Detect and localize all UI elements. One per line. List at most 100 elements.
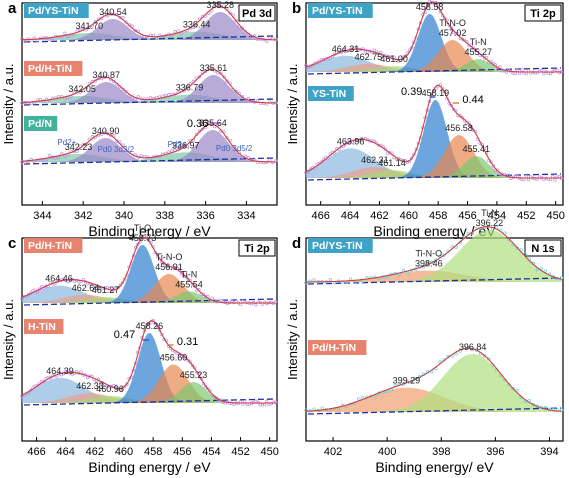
background-line <box>23 398 276 406</box>
x-tick-label: 456 <box>458 210 476 222</box>
envelope-fit <box>305 84 563 179</box>
data-point <box>553 178 557 182</box>
peak-label: 455.27 <box>464 47 492 57</box>
peak-label: 464.39 <box>46 366 74 376</box>
sample-label: Pd/H-TiN <box>312 342 356 354</box>
x-tick-label: 452 <box>231 446 249 458</box>
chart-title: Ti 2p <box>530 8 556 20</box>
data-point <box>312 407 316 411</box>
data-point <box>238 302 243 307</box>
x-tick-label: 454 <box>488 210 506 222</box>
data-point <box>357 397 361 401</box>
x-tick-label: 458 <box>429 210 447 222</box>
data-point <box>139 154 143 158</box>
data-point <box>320 406 324 410</box>
peak-label: 342.23 <box>65 142 93 152</box>
component-label: Ti-N <box>481 208 498 218</box>
title-box <box>238 239 276 257</box>
panel-b: b Ti 2p 466 464 462 460 458 456 454 452 450 Binding… <box>285 0 565 239</box>
component-label: Ti-N-O <box>415 249 442 259</box>
peak-label: 462.64 <box>72 283 100 293</box>
data-point <box>20 160 24 164</box>
component-label: Ti-N-O <box>156 252 183 262</box>
data-point <box>197 75 202 79</box>
peak-label: 455.41 <box>462 144 490 154</box>
component-label: Ti-O <box>421 0 438 2</box>
data-point <box>176 29 180 33</box>
data-point <box>254 303 258 307</box>
data-point <box>348 277 353 281</box>
sample-label-box <box>308 238 373 253</box>
data-point <box>114 384 118 388</box>
data-point <box>524 174 528 179</box>
data-point <box>133 28 137 33</box>
data-point <box>328 278 332 282</box>
fit-component <box>22 130 277 162</box>
data-point <box>145 97 150 101</box>
x-tick-label: 398 <box>432 446 450 458</box>
sample-label: Pd/YS-TiN <box>312 5 363 17</box>
title-box <box>524 239 562 257</box>
envelope-fit <box>21 123 276 163</box>
envelope-fit <box>306 226 562 283</box>
peak-annotation: Pd0 3d5/2 <box>216 144 253 153</box>
data-point <box>425 4 429 8</box>
fit-component <box>306 230 563 282</box>
peak-label: 462.75 <box>355 52 383 62</box>
data-point <box>410 156 414 160</box>
data-point <box>234 148 238 153</box>
series-pd-n: Pd/N 342.23 340.90 336.97 335.64 <box>20 116 278 165</box>
peak-label: 462.33 <box>76 381 104 391</box>
data-point <box>256 400 260 405</box>
data-point <box>124 20 128 24</box>
title-box <box>238 4 276 22</box>
peak-label: 336.97 <box>172 140 200 150</box>
x-tick-label: 456 <box>173 446 191 458</box>
data-point <box>200 127 205 131</box>
x-tick-label: 466 <box>312 210 330 222</box>
data-point <box>173 30 177 34</box>
background-line <box>307 173 562 181</box>
x-tick-label: 402 <box>324 446 342 458</box>
peak-label: 463.96 <box>337 136 365 146</box>
fit-component <box>22 396 277 403</box>
peak-annotation: Pd0 3d3/2 <box>98 145 135 154</box>
data-point <box>186 358 190 363</box>
peak-label: 458.58 <box>416 2 444 12</box>
data-point <box>262 101 266 105</box>
peak-label: 336.79 <box>176 83 204 93</box>
data-point <box>265 399 269 404</box>
peak-label: 457.02 <box>439 28 467 38</box>
x-tick-label: 462 <box>86 446 104 458</box>
peak-label: 458.19 <box>422 88 450 98</box>
x-tick-label: 458 <box>144 446 162 458</box>
x-tick-label: 460 <box>400 210 418 222</box>
data-point <box>64 370 68 374</box>
x-axis-label: Binding energy / eV <box>373 223 496 239</box>
data-point <box>308 279 312 283</box>
data-point <box>449 103 454 108</box>
data-point <box>312 278 316 282</box>
peak-label: 398.46 <box>415 259 443 269</box>
fit-component <box>22 364 277 403</box>
sample-label: Pd/H-TiN <box>28 63 72 75</box>
chart-title: N 1s <box>531 243 554 255</box>
data-point <box>520 68 524 72</box>
peak-label: 455.54 <box>175 279 203 289</box>
data-point <box>473 48 478 53</box>
data-point <box>203 295 208 299</box>
data-point <box>551 174 555 179</box>
x-tick-label: 464 <box>341 210 359 222</box>
data-point <box>162 261 166 265</box>
plot-frame <box>305 237 564 442</box>
background-line <box>23 157 276 165</box>
data-point <box>20 101 24 105</box>
x-tick-label: 460 <box>115 446 133 458</box>
panel-letter: c <box>8 235 16 252</box>
peak-label: 458.26 <box>136 321 164 331</box>
peak-label: 464.46 <box>45 274 73 284</box>
